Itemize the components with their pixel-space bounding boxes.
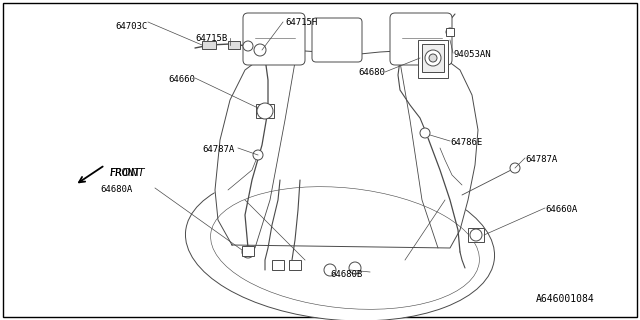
Bar	[422, 44, 444, 72]
Bar	[289, 260, 301, 270]
Text: 64786E: 64786E	[450, 138, 483, 147]
Circle shape	[243, 41, 253, 51]
Text: 64680A: 64680A	[100, 185, 132, 194]
Circle shape	[349, 262, 361, 274]
Bar	[242, 246, 254, 256]
Polygon shape	[215, 50, 478, 248]
Circle shape	[425, 50, 441, 66]
FancyBboxPatch shape	[390, 13, 452, 65]
Bar	[202, 41, 216, 49]
Bar	[418, 40, 448, 78]
Circle shape	[470, 229, 482, 241]
Circle shape	[253, 150, 263, 160]
Circle shape	[254, 44, 266, 56]
Circle shape	[242, 246, 254, 258]
Text: 64715B: 64715B	[195, 34, 227, 43]
Bar	[228, 41, 240, 49]
Bar	[272, 260, 284, 270]
Text: 64660A: 64660A	[545, 205, 577, 214]
Bar	[446, 28, 454, 36]
Text: 64787A: 64787A	[202, 145, 234, 154]
Text: 64680B: 64680B	[330, 270, 362, 279]
Circle shape	[429, 54, 437, 62]
Circle shape	[446, 28, 454, 36]
FancyBboxPatch shape	[243, 13, 305, 65]
Text: 94053AN: 94053AN	[453, 50, 491, 59]
Text: 64660: 64660	[168, 75, 195, 84]
Text: 64787A: 64787A	[525, 155, 557, 164]
Bar	[256, 104, 274, 118]
Text: FRONT: FRONT	[110, 168, 145, 178]
Text: 64703C: 64703C	[116, 22, 148, 31]
FancyBboxPatch shape	[312, 18, 362, 62]
Circle shape	[510, 163, 520, 173]
Text: FRONT: FRONT	[110, 168, 141, 178]
Bar	[468, 228, 484, 242]
Circle shape	[420, 128, 430, 138]
Text: 64680: 64680	[358, 68, 385, 77]
Text: 64715H: 64715H	[285, 18, 317, 27]
Text: A646001084: A646001084	[536, 294, 595, 304]
Circle shape	[257, 103, 273, 119]
Circle shape	[324, 264, 336, 276]
Ellipse shape	[186, 169, 495, 320]
